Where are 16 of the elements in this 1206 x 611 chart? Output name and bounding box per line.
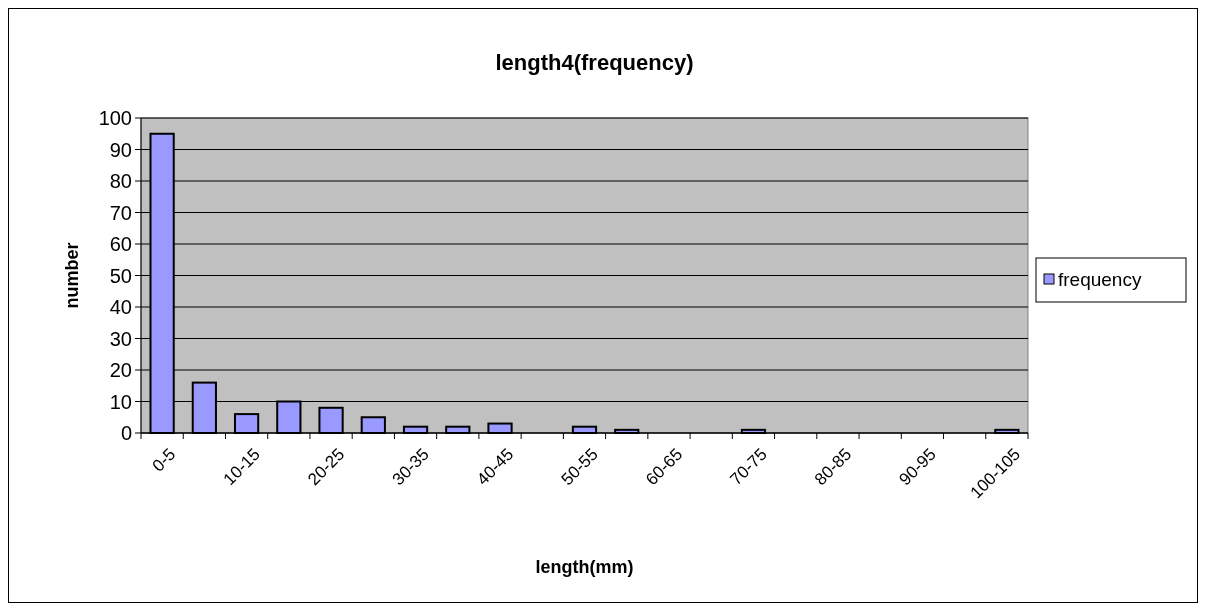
y-tick-label: 30 xyxy=(109,327,132,350)
y-tick-label: 100 xyxy=(98,107,132,129)
y-tick-label: 50 xyxy=(109,264,132,287)
y-tick-label: 0 xyxy=(120,422,132,444)
x-axis-title: length(mm) xyxy=(535,557,634,577)
y-tick-label: 20 xyxy=(109,359,132,381)
y-tick-label: 90 xyxy=(109,138,132,161)
chart-title: length4(frequency) xyxy=(495,50,694,75)
y-tick-label: 80 xyxy=(109,170,132,192)
y-tick-label: 60 xyxy=(109,233,132,255)
legend-label: frequency xyxy=(1058,268,1142,290)
y-tick-label: 40 xyxy=(109,296,132,318)
x-tick-label: 0-5 xyxy=(148,444,180,476)
y-axis-title: number xyxy=(62,242,82,309)
y-tick-label: 70 xyxy=(109,201,132,224)
y-tick-label: 10 xyxy=(109,390,132,413)
